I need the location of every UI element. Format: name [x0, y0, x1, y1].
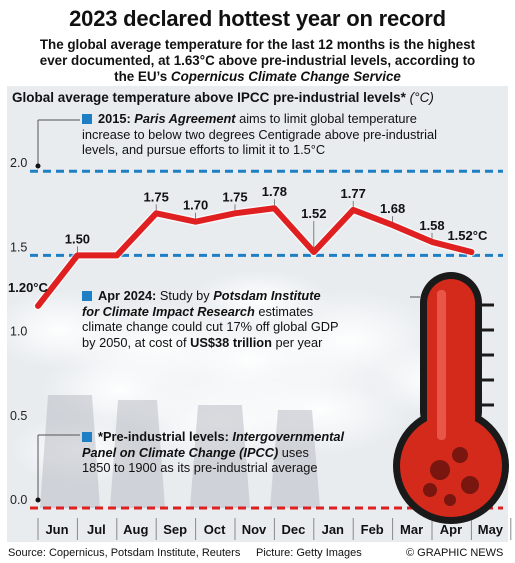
data-label: 1.52: [301, 206, 326, 221]
x-tick-label: Nov: [242, 522, 267, 537]
footer: Source: Copernicus, Potsdam Institute, R…: [0, 545, 515, 563]
note-ipcc-line-3: 1850 to 1900 as its pre-industrial avera…: [82, 460, 318, 475]
x-tick-label: Mar: [400, 522, 423, 537]
x-axis-band: [7, 515, 508, 542]
y-tick-label: 1.5: [10, 240, 27, 254]
note-potsdam-em-1: Potsdam Institute: [213, 288, 321, 303]
x-tick-label: Jan: [322, 522, 344, 537]
subtitle-line-3: the EU’s Copernicus Climate Change Servi…: [8, 69, 507, 85]
x-tick-label: Oct: [204, 522, 226, 537]
x-tick-label: Dec: [281, 522, 305, 537]
cooling-tower: [270, 410, 320, 508]
x-tick-label: Apr: [440, 522, 462, 537]
note-potsdam-date: Apr 2024:: [98, 288, 157, 303]
square-bullet-icon: [82, 291, 92, 301]
data-labels: 1.20°C 1.50 1.75 1.70 1.75 1.78 1.52 1.77 1.68 1.…: [8, 184, 488, 295]
globe-landmass: [430, 460, 450, 480]
note-potsdam-study: Apr 2024: Study by Potsdam Institute for…: [82, 288, 422, 350]
subtitle-line-3-em: Copernicus Climate Change Service: [170, 69, 401, 84]
leader-dot: [35, 163, 41, 169]
square-bullet-icon: [82, 114, 92, 124]
subtitle-line-3-pre: the EU’s: [114, 69, 171, 84]
note-potsdam-line-4: by 2050, at cost of US$38 trillion per y…: [82, 335, 422, 351]
smoke-cloud: [230, 365, 410, 455]
globe-landmass: [461, 476, 479, 494]
y-axis-ticks: 0.0 0.5 1.0 1.5 2.0: [10, 156, 27, 507]
note-paris-line-1: 2015: Paris Agreement aims to limit glob…: [82, 111, 502, 127]
cooling-towers-decoration: [40, 395, 320, 508]
data-label: 1.78: [262, 184, 287, 199]
data-label: 1.68: [380, 201, 405, 216]
note-paris-agreement: 2015: Paris Agreement aims to limit glob…: [82, 111, 502, 158]
note-paris-line-3: levels, and pursue efforts to limit it t…: [82, 142, 326, 157]
temperature-series: [33, 203, 476, 311]
x-tick-label: Aug: [123, 522, 148, 537]
note-potsdam-em-2: for Climate Impact Research: [82, 303, 255, 319]
series-line: [35, 205, 475, 309]
note-paris-line-2: increase to below two degrees Centigrade…: [82, 126, 437, 142]
footer-picture-credit: Picture: Getty Images: [256, 547, 362, 559]
x-tick-label: May: [478, 522, 504, 537]
x-tick-label: Jul: [87, 522, 106, 537]
cooling-tower: [190, 405, 250, 508]
note-paris-em: Paris Agreement: [134, 111, 236, 126]
y-tick-label: 0.0: [10, 493, 27, 507]
thermometer-highlight: [437, 290, 446, 440]
note-potsdam-pre: Study by: [156, 288, 214, 303]
chart-title: Global average temperature above IPCC pr…: [12, 90, 434, 105]
data-label: 1.50: [65, 231, 90, 246]
note-ipcc-definition: *Pre-industrial levels: Intergovernmenta…: [82, 429, 412, 476]
data-label: 1.58: [419, 218, 444, 233]
note-ipcc-em-1: Intergovernmental: [232, 429, 345, 444]
y-tick-label: 2.0: [10, 156, 27, 170]
data-label: 1.20°C: [8, 280, 49, 295]
page-title: 2023 declared hottest year on record: [69, 6, 446, 31]
globe-landmass: [423, 483, 437, 497]
data-label: 1.52°C: [447, 228, 488, 243]
x-tick-label: Sep: [163, 522, 187, 537]
cooling-tower: [40, 395, 100, 508]
note-potsdam-text-1: estimates: [254, 303, 314, 319]
globe-landmass: [444, 494, 456, 506]
note-ipcc-text-1: uses: [278, 444, 309, 460]
note-ipcc-pre: *Pre-industrial levels:: [98, 429, 233, 444]
note-paris-text-1: aims to limit global temperature: [235, 111, 417, 126]
x-tick-label: Feb: [361, 522, 384, 537]
footer-source: Source: Copernicus, Potsdam Institute, R…: [8, 547, 241, 559]
note-paris-year: 2015:: [98, 111, 131, 126]
smoke-cloud: [190, 270, 330, 330]
data-label: 1.70: [183, 198, 208, 213]
footer-graphic-news: © GRAPHIC NEWS: [406, 547, 504, 559]
note-potsdam-line-2: for Climate Impact Research estimates: [82, 304, 422, 320]
note-potsdam-text-3-bold: US$38 trillion: [190, 334, 272, 350]
note-potsdam-text-3-pre: by 2050, at cost of: [82, 334, 191, 350]
note-potsdam-line-3: climate change could cut 17% off global …: [82, 319, 339, 334]
data-label: 1.75: [144, 189, 169, 204]
x-tick-label: Jun: [45, 522, 68, 537]
y-tick-label: 0.5: [10, 409, 27, 423]
note-potsdam-text-3-post: per year: [271, 334, 323, 350]
page-subtitle: The global average temperature for the l…: [8, 37, 507, 85]
data-label: 1.77: [341, 186, 366, 201]
note-ipcc-em-2: Panel on Climate Change (IPCC): [82, 444, 279, 460]
leader-dot: [35, 497, 41, 503]
square-bullet-icon: [82, 432, 92, 442]
cooling-tower: [110, 400, 165, 508]
subtitle-line-1: The global average temperature for the l…: [39, 37, 476, 52]
globe-landmass: [452, 447, 468, 463]
chart-unit: (°C): [409, 90, 434, 105]
note-potsdam-line-1: Apr 2024: Study by Potsdam Institute: [82, 288, 422, 304]
thermometer-icon: [393, 272, 509, 524]
x-axis-labels: Jun Jul Aug Sep Oct Nov Dec Jan Feb Mar Apr May: [7, 515, 512, 542]
subtitle-line-2: ever documented, at 1.63°C above pre-ind…: [39, 53, 476, 68]
chart-title-text: Global average temperature above IPCC pr…: [12, 90, 406, 105]
note-ipcc-line-1: *Pre-industrial levels: Intergovernmenta…: [82, 429, 412, 445]
note-ipcc-line-2: Panel on Climate Change (IPCC) uses: [82, 445, 412, 461]
data-label: 1.75: [222, 189, 247, 204]
y-tick-label: 1.0: [10, 325, 27, 339]
